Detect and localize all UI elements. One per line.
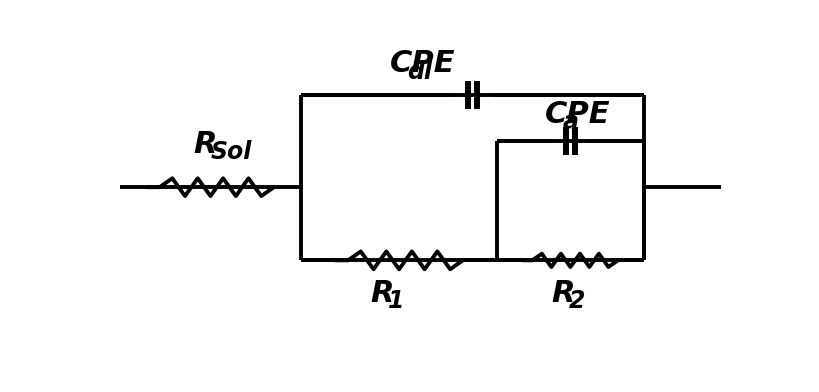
Text: a: a xyxy=(562,110,578,134)
Text: R: R xyxy=(550,279,574,308)
Text: R: R xyxy=(369,279,393,308)
Text: R: R xyxy=(192,130,216,159)
Text: 1: 1 xyxy=(387,289,404,313)
Text: Sol: Sol xyxy=(210,140,252,165)
Text: CPE: CPE xyxy=(545,100,610,129)
Text: CPE: CPE xyxy=(389,49,455,78)
Text: 2: 2 xyxy=(568,289,585,313)
Text: dl: dl xyxy=(407,60,432,83)
